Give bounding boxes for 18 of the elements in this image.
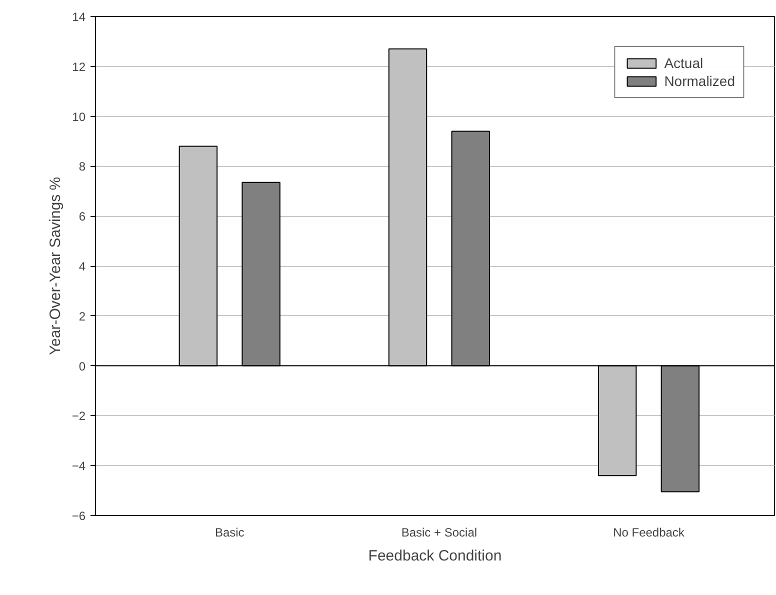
- y-tick-label: 2: [78, 309, 86, 324]
- y-axis-title: Year-Over-Year Savings %: [46, 176, 64, 356]
- legend-label: Actual: [664, 55, 704, 71]
- y-tick-label: 6: [78, 210, 86, 224]
- x-tick-label: No Feedback: [613, 526, 686, 540]
- y-tick-label: 8: [78, 160, 86, 174]
- y-tick-label: −2: [72, 409, 86, 424]
- x-axis-title: Feedback Condition: [368, 548, 502, 564]
- y-tick-label: −6: [72, 509, 86, 523]
- y-tick-label: 4: [78, 260, 86, 274]
- legend-label: Normalized: [664, 73, 735, 89]
- y-tick-label: 12: [72, 60, 86, 74]
- y-tick-label: −4: [72, 459, 86, 474]
- y-tick-label: 14: [72, 10, 86, 24]
- y-tick-label: 10: [72, 110, 86, 124]
- x-tick-label: Basic + Social: [401, 526, 478, 540]
- y-tick-label: 0: [78, 359, 86, 374]
- x-tick-label: Basic: [214, 526, 244, 540]
